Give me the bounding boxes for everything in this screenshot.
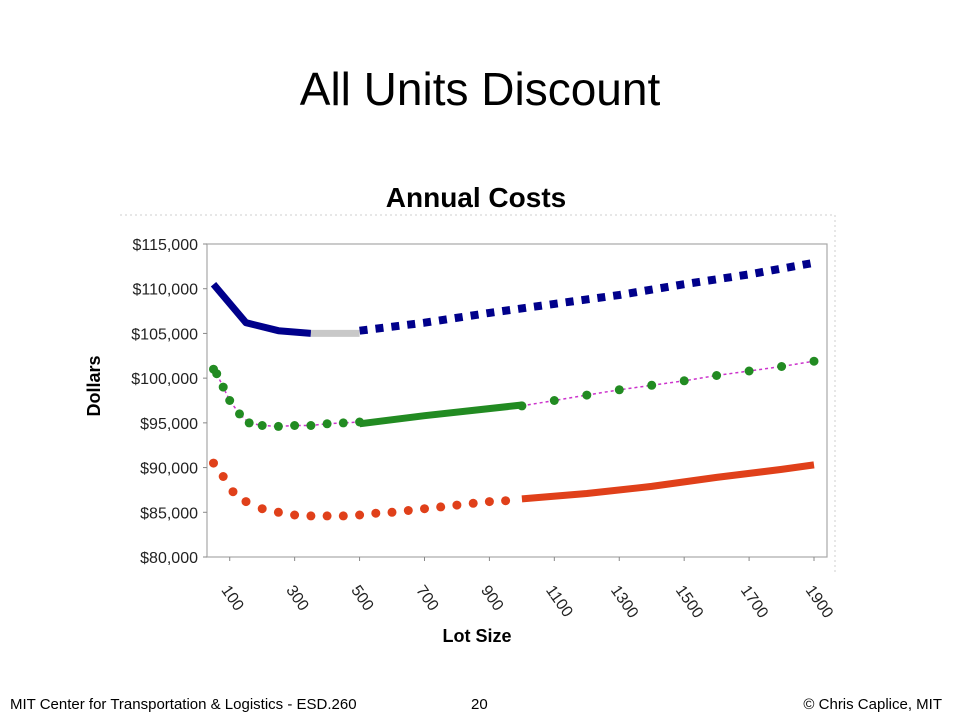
middle-cost-series-point: [712, 371, 722, 380]
bottom-cost-series-point: [273, 507, 283, 517]
middle-cost-series-point: [218, 382, 228, 392]
x-tick-label: 300: [282, 583, 311, 615]
middle-cost-series-point: [225, 396, 235, 405]
footer-copyright: © Chris Caplice, MIT: [803, 696, 942, 713]
middle-cost-series-solid-segment: [359, 401, 523, 428]
middle-cost-series-point: [809, 356, 819, 366]
bottom-cost-series-point: [290, 510, 300, 520]
x-tick-label: 1300: [607, 583, 641, 622]
top-cost-series-dotted-segment: [359, 258, 815, 335]
middle-cost-series-point: [582, 390, 592, 400]
middle-cost-series-point: [517, 401, 527, 411]
middle-cost-series-point: [614, 385, 624, 395]
middle-cost-series-point: [679, 376, 689, 386]
middle-cost-series-point: [647, 380, 657, 390]
y-axis-label: Dollars: [84, 355, 104, 416]
middle-cost-series-point: [290, 421, 300, 430]
bottom-cost-series-point: [228, 487, 238, 497]
bottom-cost-series-point: [484, 497, 494, 507]
y-tick-label: $85,000: [140, 505, 198, 522]
middle-cost-series-point: [338, 418, 348, 428]
middle-cost-series-point: [257, 421, 267, 430]
middle-cost-series-point: [306, 421, 316, 430]
bottom-cost-series-point: [306, 511, 316, 521]
middle-cost-series-point: [322, 419, 332, 429]
plot-area: [206, 243, 828, 558]
top-cost-series-solid-segment: [210, 281, 312, 337]
y-tick-label: $80,000: [140, 550, 198, 567]
y-tick-label: $110,000: [132, 282, 198, 299]
bottom-cost-series-solid-segment: [521, 461, 815, 503]
bottom-cost-series-point: [209, 458, 218, 468]
x-tick-label: 700: [412, 583, 441, 615]
x-axis-label: Lot Size: [442, 626, 511, 646]
bottom-cost-series-point: [403, 506, 413, 515]
bottom-cost-series-point: [257, 504, 267, 514]
y-tick-label: $100,000: [131, 371, 198, 388]
y-tick-label: $90,000: [140, 461, 198, 478]
chart-title: Annual Costs: [386, 182, 566, 213]
bottom-cost-series-point: [501, 496, 511, 506]
x-tick-label: 1900: [802, 583, 836, 622]
x-tick-label: 1100: [542, 583, 576, 621]
slide-title: All Units Discount: [299, 63, 661, 115]
footer-page-number: 20: [471, 696, 488, 713]
bottom-cost-series-point: [371, 508, 381, 518]
y-tick-label: $115,000: [132, 237, 198, 254]
bottom-cost-series-point: [322, 511, 332, 521]
middle-cost-series-point: [273, 421, 283, 431]
middle-cost-series-point: [212, 369, 222, 379]
footer-course-label: MIT Center for Transportation & Logistic…: [10, 696, 357, 713]
middle-cost-series-dashed-trend: [521, 360, 815, 407]
x-tick-label: 100: [217, 583, 246, 615]
middle-cost-series-point: [744, 366, 754, 376]
bottom-cost-series-point: [436, 502, 446, 512]
y-tick-label: $95,000: [140, 416, 198, 433]
middle-cost-series-point: [549, 396, 559, 405]
bottom-cost-series-point: [452, 500, 462, 510]
bottom-cost-series-point: [218, 472, 228, 481]
bottom-cost-series-point: [468, 498, 478, 508]
bottom-cost-series-point: [387, 507, 397, 517]
bottom-cost-series-point: [338, 511, 348, 521]
x-tick-label: 1700: [737, 583, 771, 622]
bottom-cost-series-point: [355, 510, 365, 520]
bottom-cost-series-point: [241, 497, 251, 507]
bottom-cost-series-point: [420, 504, 429, 514]
middle-cost-series-point: [244, 418, 254, 428]
x-tick-label: 1500: [672, 583, 706, 622]
y-tick-label: $105,000: [131, 326, 198, 343]
x-tick-label: 900: [477, 583, 506, 615]
x-tick-label: 500: [347, 583, 376, 615]
middle-cost-series-point: [235, 409, 244, 419]
middle-cost-series-point: [777, 362, 787, 371]
